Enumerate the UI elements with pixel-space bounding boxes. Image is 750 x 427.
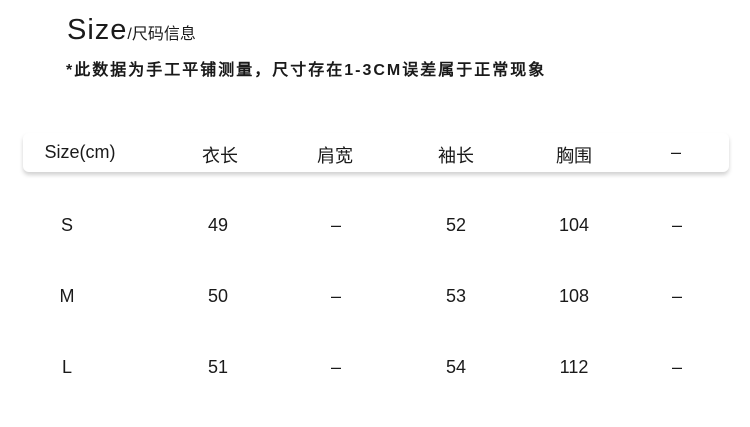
page-title: Size/尺码信息 <box>67 14 196 47</box>
header-shoulder: 肩宽 <box>317 146 353 166</box>
title-sub: /尺码信息 <box>127 26 196 43</box>
table-cell: M <box>59 286 75 306</box>
table-cell: – <box>330 286 342 306</box>
table-cell: – <box>330 357 342 377</box>
measurement-note: *此数据为手工平铺测量，尺寸存在1-3CM误差属于正常现象 <box>66 62 547 79</box>
table-cell: – <box>671 215 683 235</box>
table-cell: S <box>60 215 74 235</box>
table-cell: 112 <box>559 357 589 377</box>
title-main: Size <box>67 14 128 46</box>
table-cell: – <box>671 357 683 377</box>
table-cell: 49 <box>207 215 229 235</box>
table-cell: – <box>330 215 342 235</box>
header-size: Size(cm) <box>44 142 116 162</box>
table-cell: 104 <box>558 215 590 235</box>
table-cell: 50 <box>207 286 229 306</box>
table-cell: 53 <box>445 286 467 306</box>
table-cell: 54 <box>445 357 467 377</box>
header-length: 衣长 <box>202 146 238 166</box>
table-cell: 51 <box>207 357 229 377</box>
table-cell: 108 <box>558 286 590 306</box>
table-header: Size(cm) 衣长 肩宽 袖长 胸围 – <box>23 133 729 172</box>
table-cell: L <box>61 357 73 377</box>
header-chest: 胸围 <box>556 146 592 166</box>
header-extra: – <box>670 142 682 162</box>
table-cell: 52 <box>445 215 467 235</box>
header-sleeve: 袖长 <box>438 146 474 166</box>
table-cell: – <box>671 286 683 306</box>
